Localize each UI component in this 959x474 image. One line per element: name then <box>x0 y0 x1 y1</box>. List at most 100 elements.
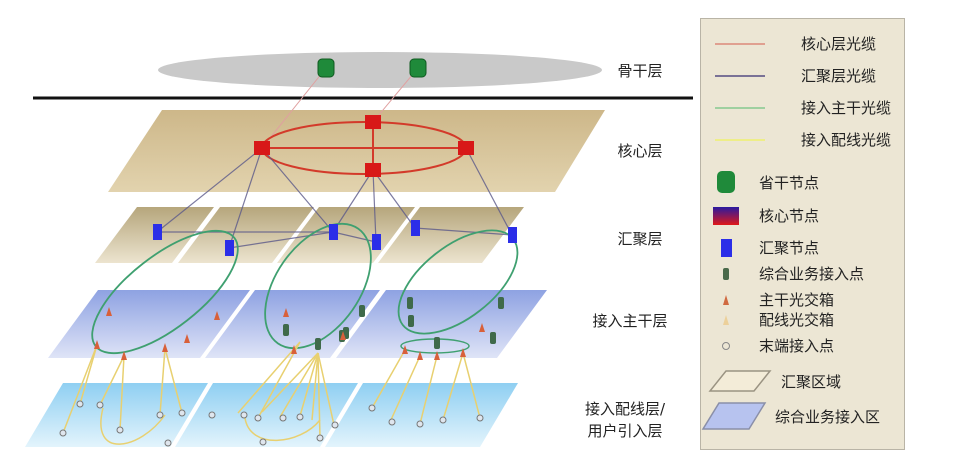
terminal-access-point <box>316 434 324 442</box>
legend-aggregation-cable: 汇聚层光缆 <box>701 65 876 86</box>
legend-label: 接入配线光缆 <box>801 131 892 149</box>
layer-label-line1: 接入配线层/ <box>584 400 666 418</box>
aggregation-link <box>465 147 513 236</box>
legend-trunk-cable: 接入主干光缆 <box>701 97 891 118</box>
terminal-access-point <box>259 438 267 446</box>
distribution-cross-box-icon <box>701 314 751 325</box>
distribution-cable <box>389 355 421 423</box>
distribution-cable <box>317 352 335 426</box>
distribution-cable <box>279 352 319 418</box>
aggregation-link <box>228 147 263 249</box>
trunk-cross-box <box>460 348 466 357</box>
trunk-cross-box <box>162 343 168 352</box>
aggregation-node <box>225 240 234 256</box>
legend-label: 综合业务接入区 <box>775 407 881 426</box>
terminal-access-point <box>296 413 304 421</box>
distribution-cable <box>62 344 98 434</box>
terminal-access-point <box>416 420 424 428</box>
core-node <box>365 115 381 129</box>
legend-label: 汇聚区域 <box>781 372 842 391</box>
distribution-cable <box>371 349 406 409</box>
province-node <box>409 58 427 78</box>
distribution-area-plane <box>175 383 358 447</box>
service-access-area-icon <box>701 401 767 431</box>
legend-label: 核心层光缆 <box>801 35 877 53</box>
legend: 核心层光缆 汇聚层光缆 接入主干光缆 接入配线光缆 省干节点 核心节点 汇聚节点… <box>700 18 905 450</box>
terminal-access-point <box>254 414 262 422</box>
service-access-point <box>498 297 504 309</box>
network-layer-diagram <box>25 52 693 447</box>
terminal-access-point-icon <box>701 341 751 350</box>
layer-label-access-distribution: 接入配线层/ 用户引入层 <box>565 398 685 442</box>
aggregation-area-plane <box>178 207 314 263</box>
legend-label: 接入主干光缆 <box>801 99 892 117</box>
terminal-access-point <box>331 421 339 429</box>
aggregation-link <box>261 147 334 233</box>
core-node <box>254 141 270 155</box>
legend-service-access-area: 综合业务接入区 <box>701 401 880 431</box>
terminal-access-point <box>116 426 124 434</box>
legend-aggregation-area: 汇聚区域 <box>701 369 841 393</box>
aggregation-link <box>156 147 263 233</box>
trunk-cross-box <box>121 351 127 360</box>
trunk-cross-box <box>106 307 112 316</box>
aggregation-node <box>329 224 338 240</box>
distribution-cable <box>79 344 98 405</box>
aggregation-cable-line-icon <box>715 74 765 77</box>
province-node <box>317 58 335 78</box>
aggregation-node <box>372 234 381 250</box>
terminal-access-point <box>368 404 376 412</box>
distribution-cable <box>419 355 438 425</box>
legend-label: 综合业务接入点 <box>759 265 865 283</box>
distribution-cable <box>299 352 319 417</box>
trunk-cross-box <box>479 323 485 332</box>
trunk-ring <box>264 222 372 350</box>
legend-label: 末端接入点 <box>759 337 835 355</box>
legend-distribution-cable: 接入配线光缆 <box>701 129 891 150</box>
core-node <box>365 163 381 177</box>
distribution-cable <box>164 347 183 414</box>
aggregation-node <box>508 227 517 243</box>
service-access-point <box>315 338 321 350</box>
trunk-cross-box <box>402 345 408 354</box>
aggregation-node <box>411 220 420 236</box>
layer-label-core: 核心层 <box>617 142 663 160</box>
core-node-icon <box>701 206 751 225</box>
terminal-access-point <box>476 414 484 422</box>
terminal-access-point <box>240 411 248 419</box>
trunk-cross-box-icon <box>701 294 751 305</box>
distribution-cable <box>244 417 321 442</box>
backbone-plane <box>158 52 602 88</box>
service-access-area-plane <box>48 290 250 358</box>
legend-label: 配线光交箱 <box>759 311 835 329</box>
trunk-cross-box <box>340 331 346 340</box>
aggregation-link <box>228 231 334 249</box>
aggregation-node <box>153 224 162 240</box>
aggregation-node-icon <box>701 238 751 257</box>
terminal-access-point <box>208 411 216 419</box>
distribution-cable-line-icon <box>715 138 765 141</box>
core-cable-line-icon <box>715 42 765 45</box>
service-access-point-icon <box>701 267 751 280</box>
distribution-cable <box>159 347 166 416</box>
distribution-cable <box>442 352 464 421</box>
trunk-cable-line-icon <box>715 106 765 109</box>
backbone-core-link <box>261 67 327 149</box>
terminal-access-point <box>388 418 396 426</box>
trunk-cross-box <box>94 340 100 349</box>
distribution-cable <box>119 355 125 431</box>
legend-label: 汇聚节点 <box>759 239 820 257</box>
service-access-point <box>283 324 289 336</box>
terminal-access-point <box>279 414 287 422</box>
aggregation-link <box>332 169 374 233</box>
trunk-cross-box <box>291 345 297 354</box>
trunk-cross-box <box>214 311 220 320</box>
terminal-access-point <box>178 409 186 417</box>
distribution-cable <box>311 352 319 421</box>
distribution-cable <box>99 355 125 406</box>
service-access-point <box>434 337 440 349</box>
aggregation-link <box>372 169 416 229</box>
aggregation-link <box>372 169 377 243</box>
legend-label: 核心节点 <box>759 207 820 225</box>
distribution-cable <box>261 352 319 413</box>
